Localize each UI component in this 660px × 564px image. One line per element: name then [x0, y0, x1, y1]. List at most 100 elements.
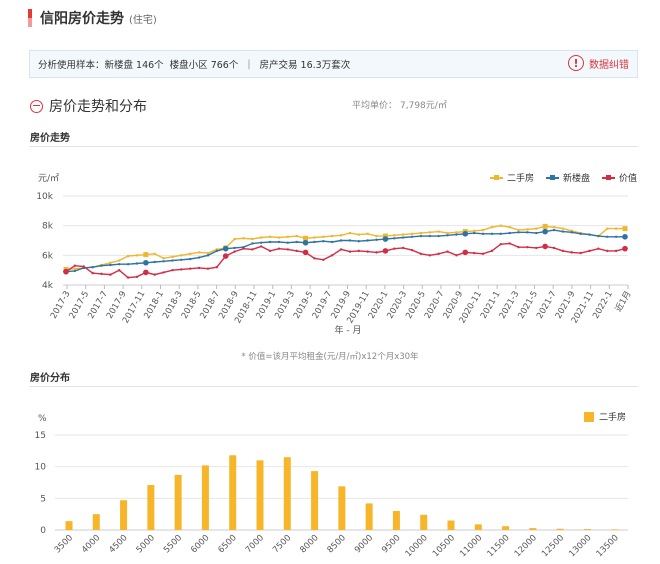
trend-point-second-hand — [260, 236, 263, 239]
trend-point-value — [428, 254, 431, 257]
dist-xtick-label: 4500 — [107, 533, 129, 555]
trend-xtick-label: 2019-5 — [292, 290, 316, 321]
dist-xtick-label: 9000 — [353, 533, 375, 555]
trend-point-value — [171, 268, 174, 272]
trend-point-new-homes — [481, 232, 485, 236]
dist-xtick-label: 8000 — [298, 533, 320, 555]
trend-point-new-homes — [197, 256, 201, 259]
dist-xtick-label: 11500 — [485, 533, 511, 559]
collapse-minus-icon[interactable] — [30, 99, 43, 113]
trend-point-new-homes — [570, 231, 573, 234]
trend-point-value — [153, 273, 156, 276]
trend-point-second-hand — [428, 231, 431, 234]
trend-point-second-hand — [153, 252, 156, 255]
trend-xtick-label: 2018-3 — [161, 290, 185, 321]
trend-xtick-label: 2020-9 — [442, 290, 466, 321]
dist-xtick-label: 8500 — [326, 533, 348, 555]
dist-xtick-label: 3500 — [53, 533, 75, 555]
trend-xtick-label: 2018-5 — [180, 290, 204, 321]
trend-point-second-hand — [606, 227, 609, 230]
distribution-subtitle: 房价分布 — [30, 373, 70, 384]
trend-line-2 — [65, 242, 626, 279]
trend-point-second-hand — [490, 226, 494, 229]
trend-xtick-label: 2021-3 — [498, 290, 522, 321]
dist-xtick-label: 7500 — [271, 533, 293, 555]
trend-unit-label: 元/㎡ — [38, 173, 59, 184]
trend-point-value — [597, 247, 600, 250]
trend-point-value — [622, 245, 628, 252]
trend-point-new-homes — [606, 235, 609, 238]
trend-point-second-hand — [615, 227, 618, 230]
dist-xtick-label: 10000 — [404, 533, 430, 559]
trend-point-value — [91, 271, 94, 275]
trend-xtick-label: 2019-9 — [329, 290, 353, 321]
trend-point-new-homes — [382, 236, 389, 242]
trend-point-new-homes — [552, 228, 556, 232]
report-error-link[interactable]: ! 数据纠错 — [568, 55, 629, 71]
trend-point-value — [313, 257, 316, 260]
legend-label-second-hand: 二手房 — [507, 174, 535, 184]
trend-point-value — [614, 249, 618, 253]
trend-point-value — [366, 250, 369, 253]
dist-bar — [92, 514, 100, 530]
trend-point-value — [73, 264, 77, 267]
sample-communities: 楼盘小区 766个 — [169, 60, 239, 71]
trend-point-second-hand — [242, 237, 245, 240]
trend-point-new-homes — [63, 268, 69, 275]
trend-point-second-hand — [437, 230, 440, 233]
legend-item-value[interactable]: 价值 — [602, 171, 637, 184]
trend-point-value — [410, 248, 414, 252]
trend-point-second-hand — [526, 228, 529, 231]
trend-point-value — [268, 249, 272, 253]
legend-label-new-homes: 新楼盘 — [563, 174, 591, 184]
trend-point-new-homes — [206, 254, 210, 257]
dist-bar — [174, 474, 182, 530]
dist-bar — [311, 471, 319, 530]
trend-point-value — [401, 246, 405, 250]
trend-point-second-hand — [552, 226, 556, 229]
trend-point-value — [552, 246, 556, 250]
trend-point-new-homes — [302, 239, 309, 246]
trend-point-second-hand — [73, 267, 76, 270]
trend-point-new-homes — [508, 231, 511, 235]
trend-point-second-hand — [348, 231, 352, 235]
trend-point-second-hand — [331, 234, 334, 238]
dist-bar — [283, 457, 291, 530]
trend-point-second-hand — [455, 231, 458, 234]
trend-point-second-hand — [322, 235, 325, 238]
legend-label-value: 价值 — [619, 174, 638, 184]
trend-point-second-hand — [197, 251, 201, 254]
trend-point-second-hand — [597, 234, 600, 238]
legend-item-second-hand[interactable]: 二手房 — [490, 171, 534, 184]
dist-xtick-label: 12000 — [513, 533, 539, 559]
trend-point-new-homes — [526, 231, 529, 234]
trend-point-value — [382, 248, 389, 254]
legend-item-new-homes[interactable]: 新楼盘 — [546, 171, 590, 184]
dist-xtick-label: 9500 — [380, 533, 402, 555]
trend-point-new-homes — [561, 230, 565, 233]
trend-point-new-homes — [180, 258, 183, 261]
trend-point-second-hand — [570, 229, 573, 232]
trend-point-value — [302, 249, 309, 256]
trend-point-second-hand — [535, 227, 538, 230]
trend-point-value — [197, 266, 201, 270]
trend-point-second-hand — [162, 257, 165, 260]
average-price-label: 平均单价： — [352, 101, 398, 111]
trend-point-value — [322, 258, 325, 261]
trend-point-new-homes — [91, 266, 94, 269]
trend-point-value — [286, 248, 290, 251]
trend-point-value — [462, 249, 469, 256]
trend-xtick-label: 2017-3 — [49, 290, 73, 321]
trend-point-value — [162, 271, 165, 274]
trend-point-new-homes — [322, 240, 325, 243]
trend-point-second-hand — [268, 235, 272, 238]
trend-point-new-homes — [286, 241, 290, 244]
trend-point-new-homes — [428, 234, 431, 238]
trend-point-second-hand — [295, 234, 298, 238]
trend-point-second-hand — [63, 266, 69, 272]
trend-point-new-homes — [222, 245, 229, 252]
trend-xtick-label: 2017-7 — [86, 290, 110, 321]
dist-bar — [556, 528, 564, 530]
trend-point-second-hand — [410, 232, 414, 235]
trend-point-value — [579, 251, 582, 255]
